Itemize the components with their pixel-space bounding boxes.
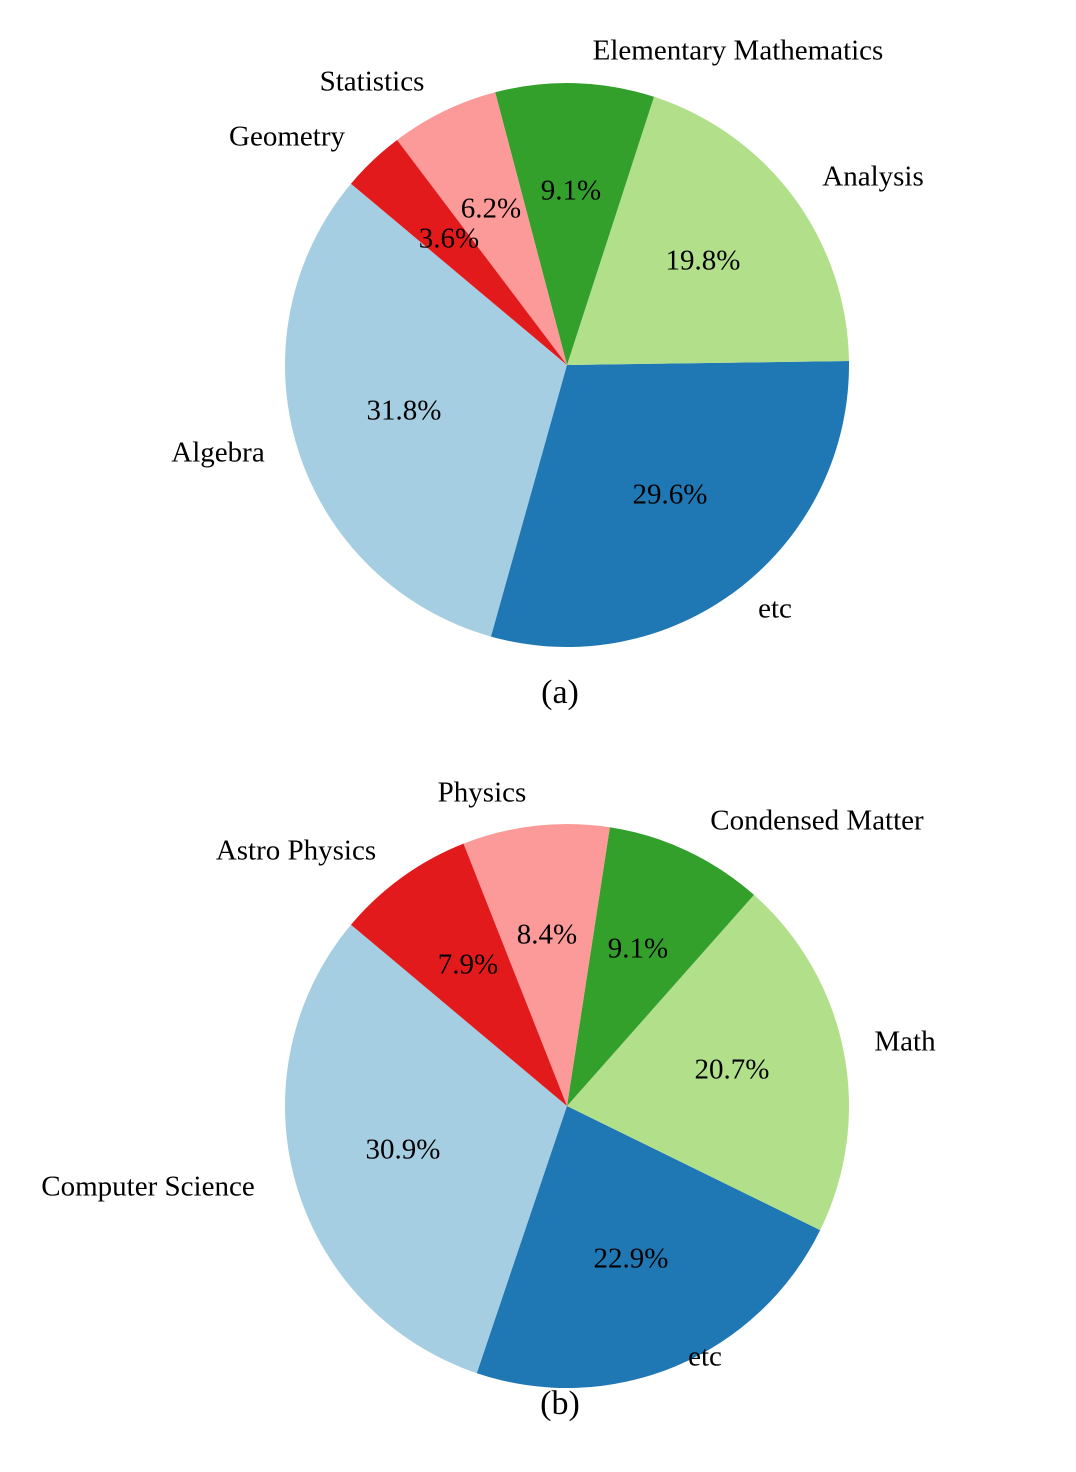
pct-label-etc: 22.9% bbox=[594, 1243, 669, 1275]
pie-slice-math bbox=[567, 894, 849, 1231]
pie-slice-condensed-matter bbox=[567, 827, 754, 1106]
pct-label-math: 20.7% bbox=[695, 1054, 770, 1086]
slice-label-computer-science: Computer Science bbox=[41, 1171, 254, 1203]
pie-slice-computer-science bbox=[284, 924, 567, 1374]
pct-label-geometry: 3.6% bbox=[419, 223, 479, 255]
slice-label-condensed-matter: Condensed Matter bbox=[710, 805, 924, 837]
pct-label-condensed-matter: 9.1% bbox=[608, 933, 668, 965]
pie-slice-elementary-mathematics bbox=[495, 83, 655, 366]
slice-label-algebra: Algebra bbox=[171, 437, 265, 469]
slice-label-math: Math bbox=[874, 1026, 936, 1058]
slice-label-analysis: Analysis bbox=[822, 161, 924, 193]
slice-label-elementary-mathematics: Elementary Mathematics bbox=[593, 35, 884, 67]
pct-label-algebra: 31.8% bbox=[367, 395, 442, 427]
slice-label-statistics: Statistics bbox=[320, 66, 425, 98]
pie-slice-geometry bbox=[350, 139, 567, 365]
pie-slice-statistics bbox=[397, 92, 567, 365]
pct-label-astro-physics: 7.9% bbox=[438, 949, 498, 981]
pie-chart-b: Computer Science 30.9% etc 22.9% Math 20.7% Co… bbox=[41, 777, 936, 1388]
slice-label-astro-physics: Astro Physics bbox=[216, 835, 376, 867]
slice-label-etc: etc bbox=[688, 1341, 722, 1373]
pie-slice-astro-physics bbox=[350, 843, 567, 1106]
slice-label-physics: Physics bbox=[438, 777, 527, 809]
pct-label-physics: 8.4% bbox=[517, 919, 577, 951]
pie-slice-physics bbox=[463, 824, 610, 1106]
slice-label-etc: etc bbox=[758, 593, 792, 625]
pct-label-etc: 29.6% bbox=[633, 479, 708, 511]
pie-slice-analysis bbox=[567, 96, 849, 365]
pie-slice-etc bbox=[476, 1106, 821, 1388]
pct-label-computer-science: 30.9% bbox=[366, 1134, 441, 1166]
slice-label-geometry: Geometry bbox=[229, 121, 345, 153]
caption-b: (b) bbox=[540, 1385, 580, 1422]
pie-slice-algebra bbox=[285, 183, 567, 637]
pie-slice-etc bbox=[491, 360, 850, 647]
pct-label-analysis: 19.8% bbox=[666, 245, 741, 277]
pct-label-statistics: 6.2% bbox=[461, 193, 521, 225]
pct-label-elementary-mathematics: 9.1% bbox=[541, 175, 601, 207]
caption-a: (a) bbox=[541, 674, 579, 711]
pie-chart-a: Algebra 31.8% etc 29.6% Analysis 19.8% Element… bbox=[171, 35, 924, 647]
